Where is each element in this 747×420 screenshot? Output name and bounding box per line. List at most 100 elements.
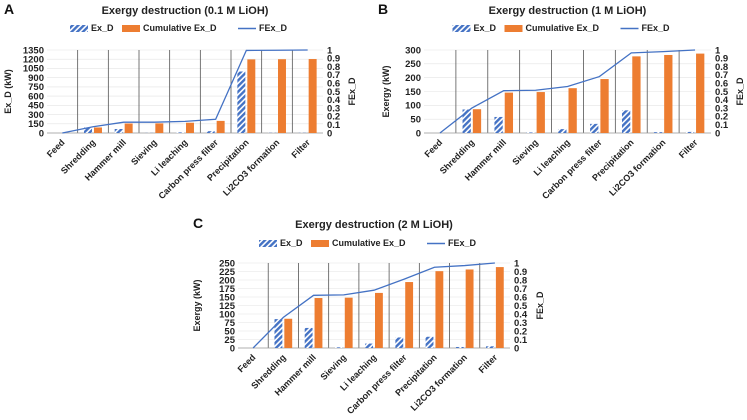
y2-axis-label: FEx_D [735,77,745,106]
line-fex-d [252,262,495,349]
y2-tick-label: 0.8 [715,62,728,73]
x-tick-label: Feed [236,352,258,374]
y-tick-label: 900 [28,73,44,84]
bar-ex-d [558,129,567,133]
bar-cumulative-ex-d [278,59,286,133]
bar-ex-d [334,347,343,348]
x-tick-label: Filter [677,137,700,160]
bar-ex-d [486,346,494,348]
y2-tick-label: 0 [514,343,519,354]
bar-cumulative-ex-d [375,292,383,348]
y2-tick-label: 0.7 [327,70,340,81]
y-tick-label: 300 [405,45,421,56]
y-tick-label: 175 [219,284,236,295]
bar-ex-d [494,116,503,133]
y-tick-label: 450 [28,101,44,112]
bar-cumulative-ex-d [435,271,444,348]
legend-swatch-ex-d [70,25,88,32]
y-tick-label: 100 [219,309,235,320]
legend-label-cumulative: Cumulative Ex_D [526,23,600,33]
y2-tick-label: 0.7 [715,70,728,81]
x-tick-label: Feed [422,137,444,159]
y-tick-label: 250 [405,59,421,70]
y2-tick-label: 0.3 [514,318,527,329]
y-axis-label: Ex_D (kW) [3,69,13,114]
x-tick-label: Sieving [510,137,540,167]
panel-label: B [378,1,388,17]
line-fex-d [62,49,308,134]
legend-label-ex-d: Ex_D [91,23,114,33]
bar-cumulative-ex-d [94,127,102,133]
bar-cumulative-ex-d [504,92,514,133]
legend-label-ex-d: Ex_D [474,23,497,33]
y-tick-label: 225 [219,267,236,278]
y-tick-label: 100 [405,101,421,112]
bar-ex-d [84,127,92,133]
bar-cumulative-ex-d [216,120,225,133]
bar-cumulative-ex-d [155,123,164,133]
bar-cumulative-ex-d [344,297,353,348]
bar-cumulative-ex-d [465,269,474,348]
y-tick-label: 1050 [23,64,44,75]
bar-ex-d [590,123,599,133]
bar-ex-d [462,109,471,133]
legend-swatch-cumulative [122,25,140,32]
bar-ex-d [237,71,246,133]
chart-b: B Exergy destruction (1 M LiOH) Ex_D Cumula… [378,1,745,201]
y2-tick-label: 0.4 [327,95,341,106]
bar-cumulative-ex-d [600,79,609,133]
y-tick-label: 50 [224,326,235,337]
x-tick-label: Li2CO3 formation [221,137,281,197]
legend-swatch-ex-d [259,240,277,247]
bar-cumulative-ex-d [568,88,577,133]
y2-tick-label: 0.9 [715,54,728,65]
bar-ex-d [176,132,184,133]
x-tick-label: Feed [45,137,67,159]
bar-ex-d [455,346,464,348]
legend-swatch-cumulative [311,240,329,247]
y2-tick-label: 0.6 [514,292,527,303]
y2-tick-label: 0.4 [715,95,729,106]
y-tick-label: 1200 [23,55,44,66]
y-tick-label: 0 [416,128,421,139]
bar-cumulative-ex-d [664,54,673,134]
y2-tick-label: 0.6 [327,79,340,90]
y2-tick-label: 0.5 [715,87,729,98]
bar-ex-d [274,319,283,348]
bar-ex-d [395,337,404,348]
x-tick-label: Sieving [318,352,348,382]
chart-a: A Exergy destruction (0.1 M LiOH) Ex_D Cumu… [3,1,357,201]
y2-tick-label: 0.2 [514,326,527,337]
y2-tick-label: 0.1 [715,120,729,131]
bar-cumulative-ex-d [247,59,256,134]
y-tick-label: 250 [219,258,235,269]
bar-ex-d [304,327,313,348]
bar-cumulative-ex-d [186,122,194,133]
y-tick-label: 750 [28,82,44,93]
line-fex-d [439,49,696,134]
chart-c: C Exergy destruction (2 M LiOH) Ex_D Cumula… [192,215,545,416]
y-tick-label: 0 [39,128,44,139]
y-tick-label: 75 [224,318,235,329]
bar-ex-d [114,129,123,133]
bar-cumulative-ex-d [536,92,545,133]
panel-label: C [193,215,203,231]
y2-tick-label: 0.5 [327,87,341,98]
y2-tick-label: 1 [715,45,721,56]
x-tick-label: Li2CO3 formation [409,352,469,412]
y-tick-label: 150 [219,292,235,303]
legend: Ex_D Cumulative Ex_D FEx_D [452,23,670,33]
y-tick-label: 200 [219,275,235,286]
y2-tick-label: 0.1 [514,335,528,346]
y2-tick-label: 0.8 [514,275,527,286]
y2-tick-label: 0.8 [327,62,340,73]
y-axis-label: Exergy (kW) [381,65,391,117]
y2-tick-label: 0.4 [514,309,528,320]
legend-label-fex-d: FEx_D [448,238,477,248]
bar-ex-d [653,132,663,133]
bar-ex-d [621,110,631,133]
y2-axis-label: FEx_D [347,77,357,106]
y2-tick-label: 0.2 [327,112,340,123]
y-tick-label: 50 [410,114,421,125]
